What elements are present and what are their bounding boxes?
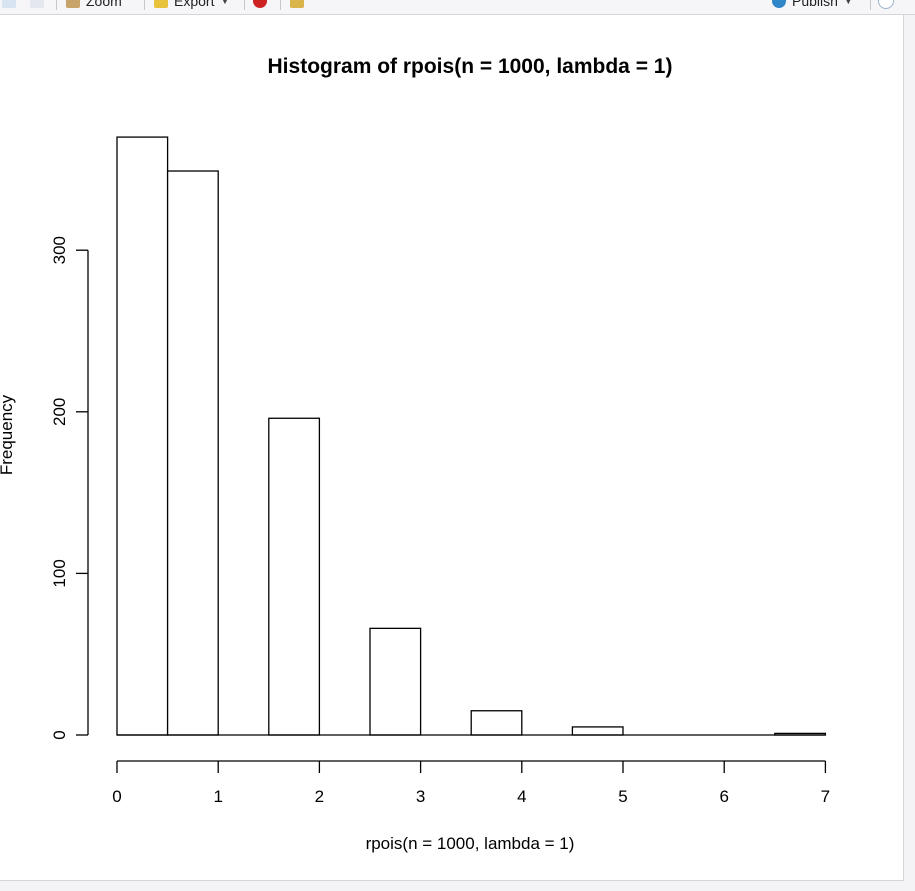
x-axis-label: rpois(n = 1000, lambda = 1) [366,834,575,853]
clear-all-button[interactable] [290,0,310,9]
x-tick-label: 5 [618,787,627,806]
magnifier-icon [66,0,80,8]
export-label: Export [174,0,215,9]
histogram-bar [369,627,422,736]
zoom-label: Zoom [86,0,122,9]
histogram-bar [268,417,321,736]
toolbar-separator [244,0,245,10]
toolbar-separator [280,0,281,10]
x-tick-label: 6 [719,787,728,806]
export-image-icon [154,0,168,8]
histogram-chart: Histogram of rpois(n = 1000, lambda = 1)… [0,55,830,853]
back-arrow-icon[interactable] [2,0,22,9]
y-tick-label: 200 [50,398,69,426]
plot-viewer: Histogram of rpois(n = 1000, lambda = 1)… [0,15,904,881]
remove-plot-button[interactable] [253,0,273,9]
refresh-icon [878,0,894,9]
toolbar-separator [144,0,145,10]
x-tick-label: 2 [315,787,324,806]
y-tick-label: 100 [50,559,69,587]
y-axis-label: Frequency [0,394,16,475]
plot-toolbar: Zoom Export ▼ Publish ▼ [0,0,915,15]
export-button[interactable]: Export ▼ [154,0,229,9]
y-tick-label: 0 [50,730,69,739]
forward-arrow-icon[interactable] [30,0,50,9]
broom-icon [290,0,304,8]
toolbar-separator [870,0,871,10]
chart-title: Histogram of rpois(n = 1000, lambda = 1) [268,55,673,78]
x-tick-label: 1 [213,787,222,806]
pane-edge [904,15,915,881]
x-tick-label: 0 [112,787,121,806]
publish-icon [772,0,786,8]
x-tick-label: 4 [517,787,526,806]
chevron-down-icon: ▼ [843,0,853,6]
remove-plot-icon [253,0,267,8]
histogram-bars [116,136,827,736]
toolbar-separator [56,0,57,10]
histogram-bar [571,726,624,736]
y-axis: 0 100 200 300 [50,236,89,740]
x-axis: 0 1 2 3 4 5 6 7 [112,760,830,806]
chevron-down-icon: ▼ [220,0,230,6]
publish-label: Publish [792,0,838,9]
x-tick-label: 3 [416,787,425,806]
refresh-button[interactable] [878,0,900,9]
y-tick-label: 300 [50,236,69,264]
zoom-button[interactable]: Zoom [66,0,122,9]
histogram-bar [116,136,169,736]
x-tick-label: 7 [821,787,830,806]
histogram-bar [166,170,219,736]
publish-button[interactable]: Publish ▼ [772,0,853,9]
histogram-bar [470,710,523,736]
